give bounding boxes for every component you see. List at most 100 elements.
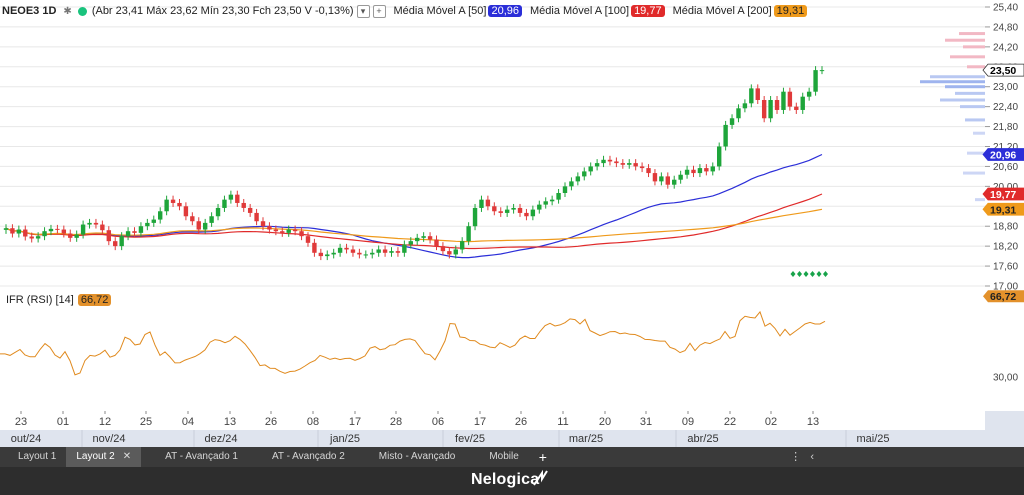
candle-body — [382, 249, 388, 253]
rsi-tick-label: 30,00 — [993, 373, 1018, 384]
candle-body — [794, 106, 799, 110]
month-label: out/24 — [11, 433, 42, 445]
price-badge — [982, 202, 1024, 216]
candle-body — [582, 171, 587, 177]
close-icon[interactable]: ✕ — [122, 451, 132, 462]
tab-at-avancado-2[interactable]: AT - Avançado 2 — [271, 451, 345, 462]
month-label: fev/25 — [455, 433, 485, 445]
candle-body — [318, 252, 324, 257]
nelogica-mark-icon — [533, 469, 548, 486]
volume-profile-bar — [975, 198, 985, 202]
candle-body — [806, 91, 812, 97]
day-label: 04 — [182, 416, 194, 428]
tab-layout-2[interactable]: Layout 2 ✕ — [66, 447, 142, 467]
day-label: 31 — [640, 416, 652, 428]
candle-body — [614, 161, 619, 164]
ma50-label: Média Móvel A [50] — [393, 5, 487, 17]
candle-body — [768, 100, 773, 119]
signal-dot — [797, 271, 802, 277]
price-tick-label: 24,20 — [993, 42, 1018, 53]
candle-body — [299, 231, 304, 237]
candle-body — [665, 176, 670, 185]
candle-body — [331, 252, 336, 255]
candle-body — [158, 211, 163, 220]
month-label: jan/25 — [329, 433, 360, 445]
price-badge-label: 19,31 — [990, 204, 1016, 216]
volume-profile-bar — [967, 65, 985, 69]
price-axis[interactable]: 25,4024,8024,2023,6023,0022,4021,8021,20… — [982, 3, 1024, 293]
candle-body — [312, 242, 317, 253]
price-tick-label: 22,40 — [993, 102, 1018, 113]
candle-body — [10, 228, 15, 234]
candle-body — [68, 233, 73, 238]
candle-body — [93, 222, 99, 225]
ma100-value: 19,77 — [631, 5, 665, 17]
ma200-value: 19,31 — [773, 5, 808, 17]
candle-body — [607, 159, 613, 162]
day-label: 08 — [307, 416, 319, 428]
candle-body — [691, 169, 696, 174]
chart-canvas[interactable]: 25,4024,8024,2023,6023,0022,4021,8021,20… — [0, 0, 1024, 447]
candle-body — [697, 168, 703, 174]
candle-body — [627, 163, 632, 165]
candle-body — [434, 239, 439, 247]
more-icon[interactable]: ⋮ — [790, 451, 802, 463]
ma-line — [5, 208, 823, 243]
day-label: 01 — [57, 416, 69, 428]
tab-at-avancado-1[interactable]: AT - Avançado 1 — [165, 451, 238, 462]
candle-body — [363, 254, 369, 256]
candle-body — [61, 229, 67, 234]
moving-averages — [5, 153, 823, 259]
candle-body — [427, 236, 433, 240]
tab-layout-1[interactable]: Layout 1 — [18, 451, 57, 462]
candle-body — [145, 222, 150, 227]
price-tick-label: 17,00 — [993, 282, 1018, 293]
candle-body — [100, 224, 105, 231]
add-tab-icon[interactable]: + — [538, 449, 547, 465]
signal-dot — [790, 271, 796, 277]
signal-dots — [790, 271, 828, 277]
day-label: 26 — [265, 416, 277, 428]
dropdown-icon[interactable]: ▾ — [356, 4, 370, 18]
volume-profile-bar — [945, 85, 985, 89]
price-pane-bg — [0, 0, 985, 411]
price-badge-label: 23,50 — [990, 65, 1016, 77]
candle-body — [556, 193, 561, 200]
chevron-left-icon[interactable]: ‹ — [810, 451, 814, 463]
day-label: 20 — [599, 416, 611, 428]
candle-body — [48, 228, 54, 232]
rsi-badge — [983, 290, 1024, 303]
candle-body — [594, 163, 600, 167]
candle-body — [267, 226, 272, 230]
candle-body — [659, 176, 664, 182]
candle-body — [273, 229, 279, 232]
candle-body — [479, 199, 484, 208]
candle-body — [716, 146, 722, 167]
candle-body — [370, 252, 375, 255]
candle-body — [755, 88, 760, 100]
candle-body — [55, 228, 60, 230]
rsi-value: 66,72 — [77, 294, 112, 306]
candle-body — [151, 219, 156, 223]
tab-misto-avancado[interactable]: Misto - Avançado — [378, 451, 456, 462]
volume-profile-bar — [930, 75, 985, 79]
tab-mobile[interactable]: Mobile — [489, 451, 519, 462]
candle-body — [466, 226, 471, 242]
add-indicator-icon[interactable]: + — [372, 4, 386, 18]
volume-profile-bar — [973, 131, 985, 135]
candle-body — [16, 229, 22, 234]
candle-body — [652, 173, 658, 182]
candle-body — [280, 231, 285, 233]
candle-body — [177, 202, 182, 207]
layout-tabbar: Layout 1 Layout 2 ✕ AT - Avançado 1 AT - … — [0, 447, 1024, 467]
day-label: 28 — [390, 416, 402, 428]
settings-icon[interactable]: ✱ — [63, 5, 72, 17]
ma200-label: Média Móvel A [200] — [672, 5, 772, 17]
candle-body — [511, 207, 516, 210]
price-tick-label: 25,40 — [993, 3, 1018, 14]
candle-body — [119, 236, 124, 247]
candle-body — [42, 231, 47, 237]
candle-body — [80, 224, 86, 235]
day-label: 13 — [807, 416, 819, 428]
volume-profile-bar — [967, 151, 985, 155]
